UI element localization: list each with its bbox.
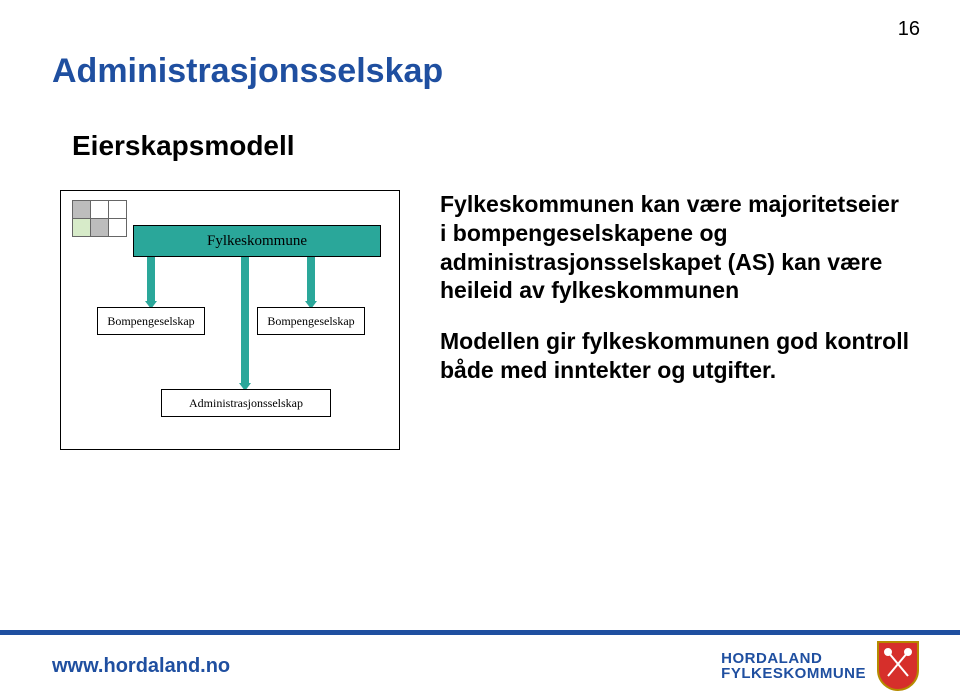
- grid-cell: [72, 218, 91, 237]
- body-text: Fylkeskommunen kan være majoritetseier i…: [440, 190, 910, 385]
- grid-cell: [108, 200, 127, 219]
- grid-cell: [108, 218, 127, 237]
- logo-line-2: FYLKESKOMMUNE: [721, 666, 866, 681]
- shield-icon: [876, 640, 920, 692]
- grid-cell: [90, 200, 109, 219]
- footer-logo: HORDALAND FYLKESKOMMUNE: [721, 640, 920, 692]
- logo-line-1: HORDALAND: [721, 651, 866, 666]
- admin-box: Administrasjonsselskap: [161, 389, 331, 417]
- bompengeselskap-right: Bompengeselskap: [257, 307, 365, 335]
- body-paragraph-2: Modellen gir fylkeskommunen god kontroll…: [440, 327, 910, 385]
- grid-cell: [90, 218, 109, 237]
- body-paragraph-1: Fylkeskommunen kan være majoritetseier i…: [440, 190, 910, 305]
- footer: www.hordaland.no HORDALAND FYLKESKOMMUNE: [0, 630, 960, 700]
- decorative-grid: [73, 201, 127, 237]
- page-number: 16: [898, 18, 920, 41]
- fylkeskommune-bar: Fylkeskommune: [133, 225, 381, 257]
- page-title: Administrasjonsselskap: [52, 52, 443, 91]
- footer-url: www.hordaland.no: [52, 655, 230, 678]
- subtitle: Eierskapsmodell: [72, 130, 295, 162]
- slide: 16 Administrasjonsselskap Eierskapsmodel…: [0, 0, 960, 700]
- logo-text: HORDALAND FYLKESKOMMUNE: [721, 651, 866, 681]
- bompengeselskap-left: Bompengeselskap: [97, 307, 205, 335]
- ownership-diagram: Fylkeskommune Bompengeselskap Bompengese…: [60, 190, 400, 450]
- grid-cell: [72, 200, 91, 219]
